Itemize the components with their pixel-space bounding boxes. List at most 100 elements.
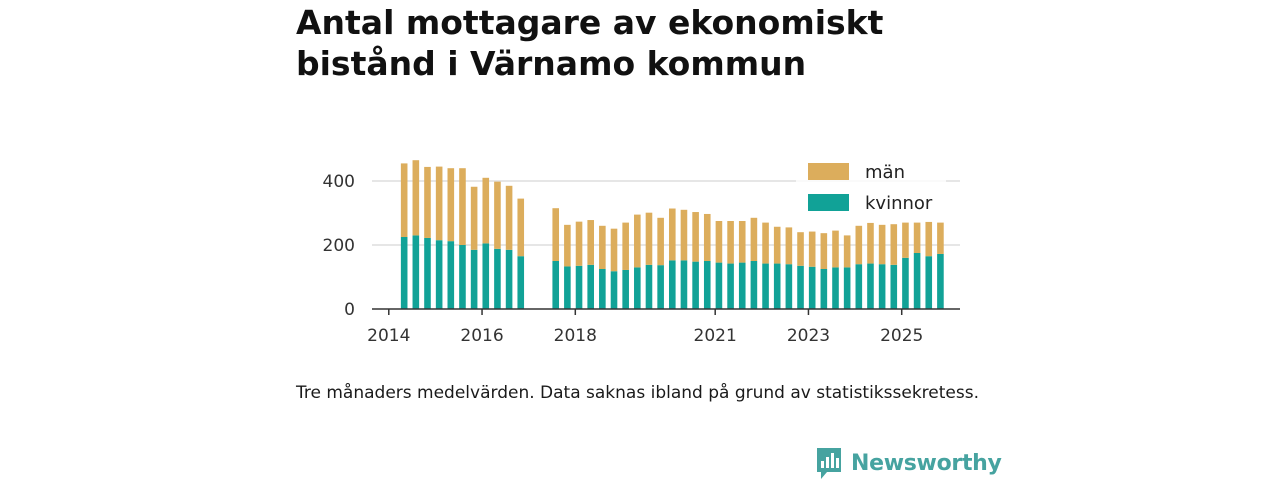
bar-man (412, 160, 420, 236)
bar-kvinnor (937, 253, 944, 309)
bar-man (867, 222, 874, 264)
bar-kvinnor (459, 245, 466, 309)
bar-kvinnor (832, 267, 839, 309)
bar-kvinnor (622, 269, 629, 309)
bar-man (820, 233, 828, 269)
bar-kvinnor (727, 263, 734, 309)
bar-man (797, 232, 804, 266)
bar-man (622, 222, 629, 270)
bar-man (785, 227, 793, 265)
bar-man (459, 168, 466, 245)
bar-kvinnor (773, 263, 781, 309)
bar-man (517, 198, 525, 257)
bar-kvinnor (703, 261, 711, 309)
bar-kvinnor (855, 264, 863, 309)
bar-man (773, 226, 781, 264)
bar-man (634, 214, 641, 268)
x-tick-label: 2025 (880, 326, 923, 346)
bar-kvinnor (750, 261, 758, 309)
bar-kvinnor (890, 264, 898, 309)
legend-label: män (865, 162, 905, 183)
x-tick-label: 2014 (367, 326, 410, 346)
x-tick-label: 2018 (554, 326, 597, 346)
bar-man (587, 220, 594, 265)
bar-man (925, 221, 933, 257)
bar-man (808, 231, 816, 267)
bar-kvinnor (517, 256, 525, 309)
bar-man (645, 212, 653, 265)
bar-man (482, 177, 490, 244)
bar-man (400, 163, 408, 237)
bar-man (715, 221, 723, 263)
bar-man (668, 208, 676, 261)
bar-kvinnor (762, 263, 769, 309)
bar-kvinnor (412, 235, 420, 309)
bar-man (937, 222, 944, 254)
bar-man (552, 208, 560, 261)
bar-kvinnor (645, 264, 653, 309)
bar-kvinnor (797, 265, 804, 309)
bar-kvinnor (715, 262, 723, 309)
brand-logo: Newsworthy (815, 446, 1002, 480)
chart-title: Antal mottagare av ekonomiskt bistånd i … (296, 3, 884, 83)
bar-man (832, 230, 839, 268)
bar-man (610, 228, 618, 272)
bar-man (878, 224, 886, 265)
chart-caption: Tre månaders medelvärden. Data saknas ib… (296, 383, 979, 403)
bar-kvinnor (692, 261, 699, 309)
bar-man (843, 235, 851, 268)
bar-kvinnor (470, 249, 478, 309)
bar-kvinnor (494, 248, 501, 309)
bar-man (762, 222, 769, 264)
bar-man (435, 166, 443, 241)
y-tick-label: 200 (323, 236, 355, 256)
bar-kvinnor (878, 264, 886, 309)
bar-kvinnor (564, 266, 571, 309)
bar-kvinnor (902, 257, 909, 309)
bar-kvinnor (435, 240, 443, 309)
y-tick-label: 400 (323, 172, 355, 192)
bar-kvinnor (482, 243, 490, 309)
legend: män kvinnor (796, 152, 946, 222)
bar-man (750, 217, 758, 261)
bar-man (855, 225, 863, 265)
bar-kvinnor (447, 241, 455, 309)
bar-kvinnor (785, 264, 793, 309)
bar-man (599, 225, 606, 269)
bars (400, 160, 944, 309)
x-tick-label: 2016 (460, 326, 503, 346)
bar-kvinnor (599, 269, 606, 309)
bar-kvinnor (634, 267, 641, 309)
bar-man (703, 213, 711, 261)
x-tick-label: 2021 (694, 326, 737, 346)
bar-kvinnor (424, 237, 431, 309)
axes: 0 200 400 2014 2016 2018 2021 2023 2025 (323, 172, 960, 346)
bar-kvinnor (657, 265, 664, 309)
bar-man (424, 166, 431, 238)
bar-man (564, 224, 571, 267)
legend-swatch (808, 194, 849, 211)
bar-kvinnor (668, 260, 676, 309)
bar-kvinnor (552, 261, 560, 309)
bar-kvinnor (820, 269, 828, 309)
bar-kvinnor (738, 262, 746, 309)
bar-man (902, 222, 909, 258)
bar-kvinnor (587, 264, 594, 309)
bar-man (727, 221, 734, 264)
bar-kvinnor (925, 256, 933, 309)
bar-man (494, 181, 501, 249)
y-tick-label: 0 (344, 300, 355, 320)
bar-man (890, 224, 898, 265)
brand-name: Newsworthy (851, 450, 1002, 476)
newsworthy-logo-icon (817, 448, 841, 479)
bar-man (505, 185, 513, 250)
bar-man (575, 221, 583, 266)
bar-kvinnor (400, 237, 408, 309)
bar-man (692, 212, 699, 262)
legend-label: kvinnor (865, 193, 933, 214)
bar-man (913, 222, 921, 253)
bar-kvinnor (913, 253, 921, 309)
bar-kvinnor (610, 271, 618, 309)
bar-kvinnor (505, 249, 513, 309)
